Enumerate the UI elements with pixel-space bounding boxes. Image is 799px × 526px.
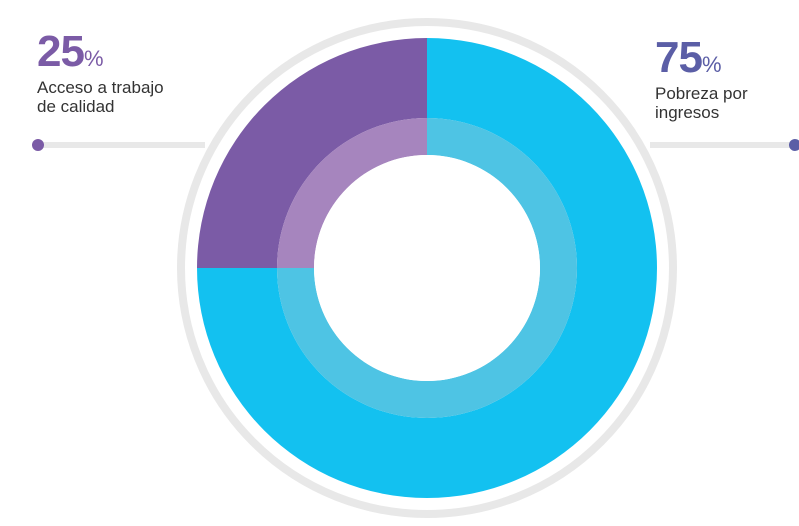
label-pobreza-ingresos: 75% Pobreza por ingresos <box>655 33 748 123</box>
unit-right: % <box>701 52 722 77</box>
outer-slices <box>197 38 657 498</box>
donut-hole <box>314 155 540 381</box>
left-connector-dot <box>32 139 44 151</box>
right-connector-dot <box>789 139 799 151</box>
value-right: 75 <box>655 33 703 82</box>
inner-slices <box>277 118 577 418</box>
desc-left-line1: Acceso a trabajo <box>37 78 164 97</box>
desc-right-line2: ingresos <box>655 103 720 122</box>
unit-left: % <box>83 46 104 71</box>
slice-outer-1 <box>197 38 427 268</box>
desc-left-line2: de calidad <box>37 97 115 116</box>
slice-outer-0 <box>197 38 657 498</box>
label-acceso-trabajo: 25% Acceso a trabajo de calidad <box>37 27 164 117</box>
value-left: 25 <box>37 27 85 76</box>
desc-right-line1: Pobreza por <box>655 84 748 103</box>
slice-inner-1 <box>277 118 427 268</box>
